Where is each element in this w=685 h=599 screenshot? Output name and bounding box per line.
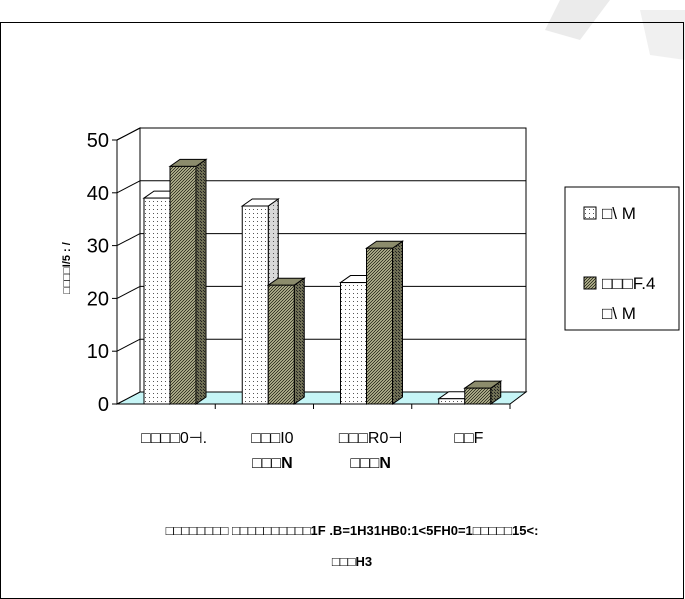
bar-front-s2-c2 — [267, 284, 295, 405]
y-axis-title: □□□□I/5 : / — [61, 242, 73, 294]
bar-s2-c4 — [463, 380, 503, 405]
bar-front-s2-c4 — [464, 387, 492, 405]
bar-s2-c2 — [266, 277, 306, 405]
legend: □\ M □□□F.4 □\ M — [564, 186, 680, 331]
y-axis: 0 10 20 30 40 50 — [87, 130, 118, 416]
bar-front-s2-c1 — [169, 165, 197, 405]
y-tick-label-40: 40 — [87, 183, 109, 205]
bar-front-s1-c1 — [143, 197, 171, 405]
y-tick-label-10: 10 — [87, 341, 109, 363]
bar-s2-c3 — [364, 240, 405, 405]
gridline-side-10 — [116, 338, 141, 352]
gridline-side-20 — [116, 285, 141, 299]
y-tick-label-0: 0 — [98, 394, 109, 416]
y-tick-label-30: 30 — [87, 236, 109, 258]
legend-label-series-2-line-2: □\ M — [602, 304, 636, 323]
gridline-side-30 — [116, 233, 141, 247]
bar-front-s1-c3 — [340, 282, 367, 405]
x-tick-label-c3-line-2: □□□N — [350, 455, 391, 472]
bar-s2-c1 — [168, 158, 208, 405]
gridline-side-50 — [116, 127, 141, 141]
x-tick-label-c2-line-1: □□□I0 — [251, 430, 293, 447]
x-tick-label-c1-line-1: □□□□0⊣. — [141, 430, 207, 447]
x-tick-label-c3-line-1: □□□R0⊣ — [339, 430, 402, 447]
x-tick-label-c4-line-1: □□F — [454, 430, 483, 447]
x-axis-title-line-2: □□□H3 — [332, 554, 372, 569]
y-tick-label-20: 20 — [87, 288, 109, 310]
x-axis-title-line-1: □□□□□□□□ □□□□□□□□□□1F .B=1H31HB0:1<5FH0=… — [166, 523, 539, 538]
bar-front-s1-c2 — [241, 205, 269, 405]
bars — [142, 158, 511, 409]
x-axis-labels: □□□□0⊣. □□□I0 □□□N □□□R0⊣ □□□N □□F — [141, 430, 483, 472]
gridline-side-40 — [116, 180, 141, 194]
legend-swatch-series-2 — [583, 276, 597, 290]
y-tick-label-50: 50 — [87, 130, 109, 152]
legend-label-series-2-line-1: □□□F.4 — [602, 274, 655, 293]
legend-label-series-1: □\ M — [602, 204, 636, 223]
bar-front-s2-c3 — [366, 247, 393, 405]
x-tick-label-c2-line-2: □□□N — [252, 455, 293, 472]
legend-swatch-series-1 — [583, 206, 597, 220]
